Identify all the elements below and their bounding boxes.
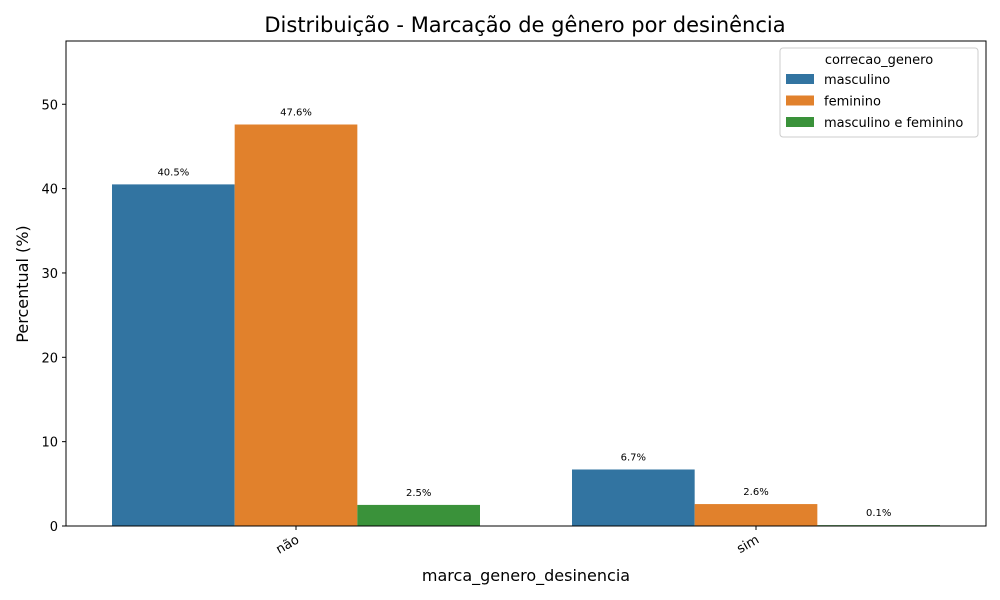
bar-label-1-0: 47.6% <box>280 108 312 119</box>
x-axis: não sim <box>274 526 762 558</box>
legend-entry-1: feminino <box>824 95 881 110</box>
y-tick-label-3: 30 <box>41 267 58 282</box>
legend-swatch-1 <box>786 95 814 106</box>
bar-label-0-1: 6.7% <box>621 452 646 463</box>
legend-entry-0: masculino <box>824 73 890 88</box>
bar-2-0 <box>357 504 480 526</box>
y-axis: 0 10 20 30 40 50 <box>41 98 66 535</box>
legend: correcao_genero masculino feminino masculin… <box>779 47 979 138</box>
bar-1-1 <box>694 504 818 526</box>
y-tick-label-1: 10 <box>41 436 58 451</box>
bar-label-0-0: 40.5% <box>157 167 189 178</box>
bar-label-1-1: 2.6% <box>743 487 768 498</box>
legend-entry-2: masculino e feminino <box>824 116 963 131</box>
legend-swatch-0 <box>786 74 814 84</box>
y-axis-label: Percentual (%) <box>13 225 32 342</box>
x-tick-label-1: sim <box>735 532 762 557</box>
x-axis-label: marca_genero_desinencia <box>422 566 630 586</box>
legend-title: correcao_genero <box>825 53 933 68</box>
y-tick-label-4: 40 <box>41 183 58 198</box>
legend-box <box>779 47 979 138</box>
bar-1-0 <box>234 124 358 526</box>
bar-label-2-1: 0.1% <box>866 508 891 519</box>
bar-label-2-0: 2.5% <box>406 488 431 499</box>
y-tick-label-2: 20 <box>41 351 58 366</box>
bar-0-0 <box>112 184 235 526</box>
bar-labels-group: 40.5% 6.7% 47.6% 2.6% 2.5% 0.1% <box>157 108 891 520</box>
y-tick-label-0: 0 <box>50 520 58 535</box>
plot-frame <box>65 40 987 527</box>
bars-group <box>112 124 940 526</box>
x-tick-label-0: não <box>274 532 302 557</box>
legend-swatch-2 <box>786 117 814 127</box>
y-tick-label-5: 50 <box>41 98 58 113</box>
chart-title: Distribuição - Marcação de gênero por de… <box>264 13 785 37</box>
bar-0-1 <box>572 469 695 526</box>
